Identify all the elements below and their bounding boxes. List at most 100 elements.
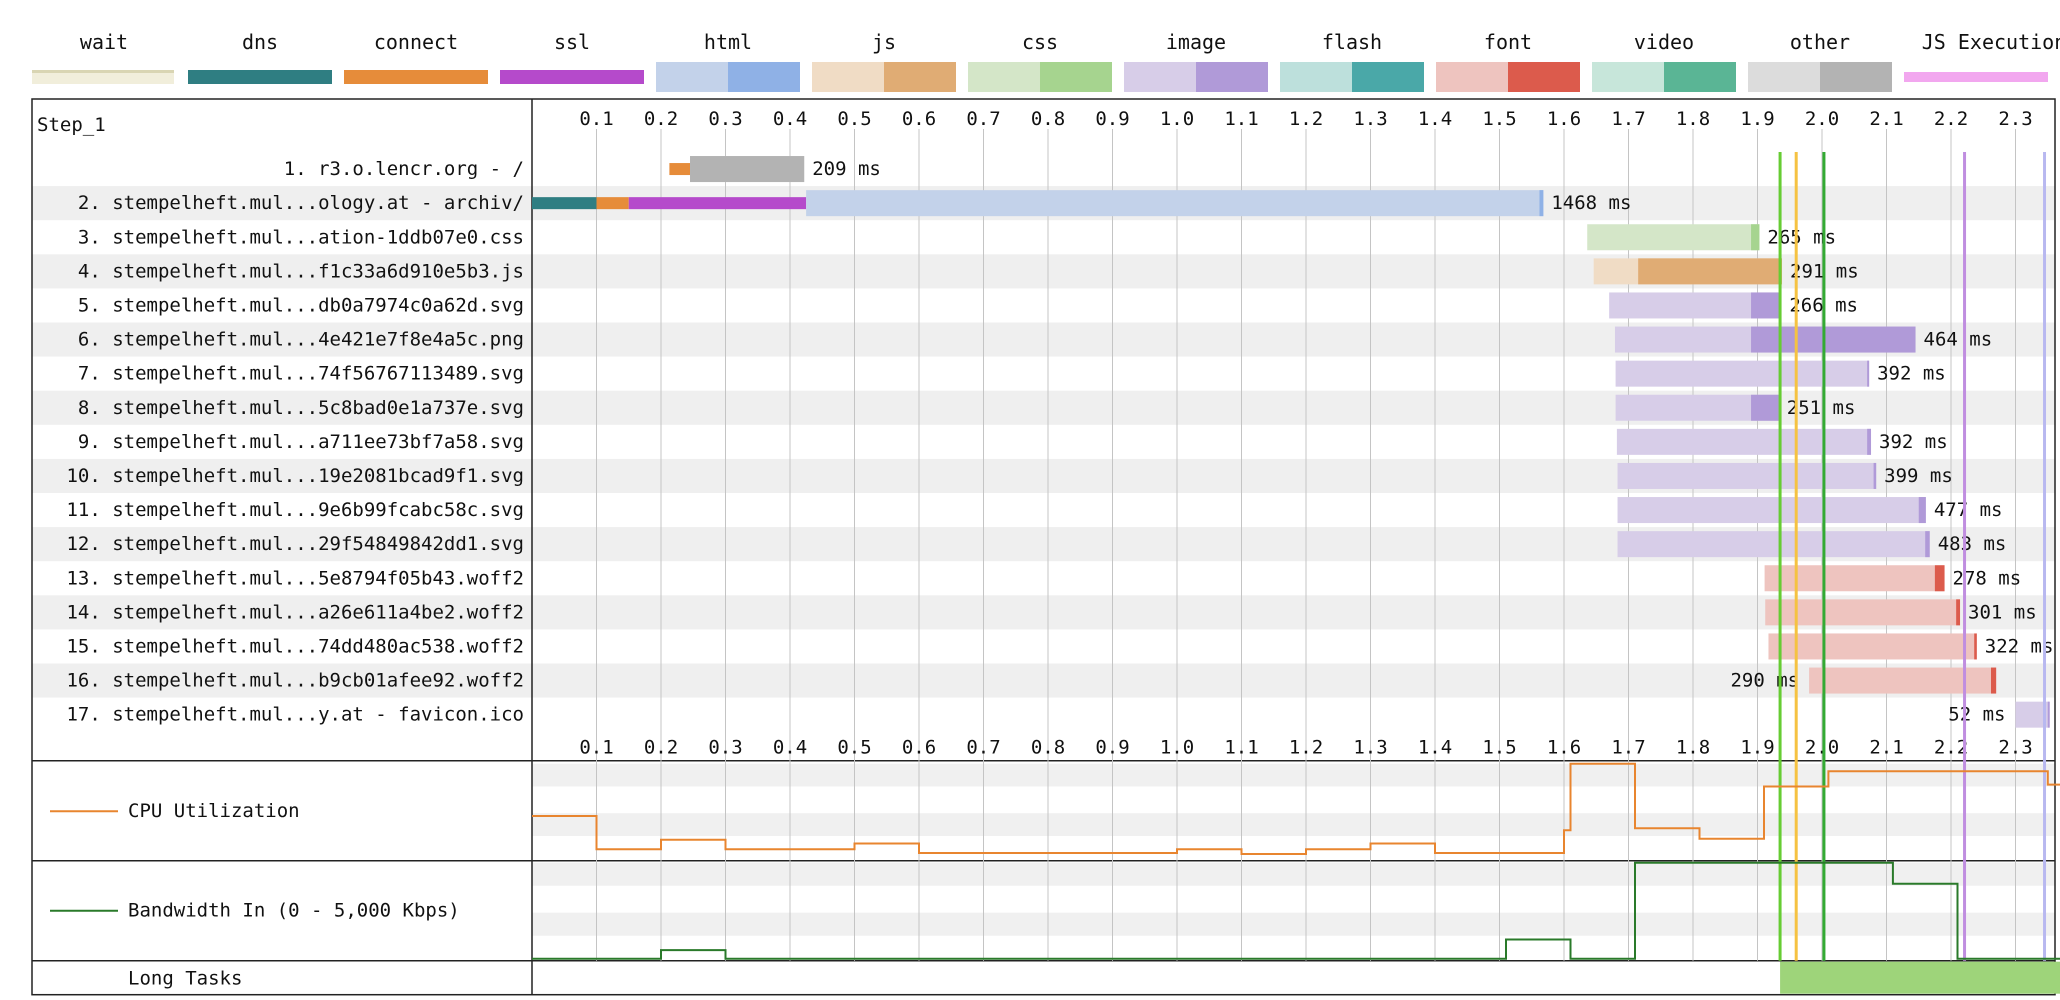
request-bar: [1617, 531, 1930, 558]
legend-swatch-light-video: [1592, 62, 1664, 92]
legend-label-dns: dns: [242, 30, 278, 54]
tick-label-top: 0.8: [1031, 108, 1065, 130]
request-bar: [1617, 497, 1926, 524]
request-label: 1. r3.o.lencr.org - /: [284, 158, 524, 180]
dns-phase-bar: [532, 197, 597, 210]
tick-label-bottom: 0.1: [579, 737, 613, 759]
tick-label-bottom: 0.7: [966, 737, 1000, 759]
tick-label-top: 0.2: [644, 108, 678, 130]
duration-label: 290 ms: [1730, 670, 1799, 692]
chart-border: [31, 98, 2056, 996]
tick-label-bottom: 0.6: [902, 737, 936, 759]
tick-label-top: 0.3: [708, 108, 742, 130]
download-segment: [1925, 531, 1930, 558]
legend-swatch-dark-js: [884, 62, 956, 92]
tick-label-top: 2.0: [1805, 108, 1839, 130]
download-segment: [1974, 633, 1977, 660]
request-bar: [1764, 565, 1945, 592]
connect-phase-bar: [669, 163, 691, 176]
request-labels: Step_1 1. r3.o.lencr.org - / 2. stempelhe…: [37, 114, 524, 726]
download-segment: [1751, 394, 1779, 421]
tick-label-top: 1.0: [1160, 108, 1194, 130]
request-label: 2. stempelheft.mul...ology.at - archiv/: [78, 192, 524, 214]
tick-label-top: 0.1: [579, 108, 613, 130]
legend-swatch-dns: [188, 70, 332, 84]
request-bar: [1587, 224, 1760, 251]
panel-stripe: [532, 813, 2055, 836]
bandwidth-panel: Bandwidth In (0 - 5,000 Kbps): [50, 861, 2060, 960]
duration-label: 477 ms: [1934, 499, 2003, 521]
duration-label: 52 ms: [1948, 704, 2005, 726]
duration-label: 1468 ms: [1551, 192, 1631, 214]
tick-label-top: 1.6: [1547, 108, 1581, 130]
legend-swatch-edge-wait: [32, 70, 174, 73]
download-segment: [1751, 292, 1782, 319]
cpu-label: CPU Utilization: [128, 800, 300, 822]
duration-label: 209 ms: [812, 158, 881, 180]
event-markers: [1778, 152, 2047, 961]
duration-label: 399 ms: [1884, 465, 1953, 487]
legend-swatch-light-image: [1124, 62, 1196, 92]
legend-swatch-light-font: [1436, 62, 1508, 92]
download-segment: [1918, 497, 1926, 524]
tick-label-bottom: 2.2: [1934, 737, 1968, 759]
tick-label-bottom: 0.4: [773, 737, 807, 759]
request-label: 6. stempelheft.mul...4e421e7f8e4a5c.png: [78, 329, 524, 351]
legend-label-connect: connect: [374, 30, 458, 54]
tick-label-bottom: 1.4: [1418, 737, 1452, 759]
tick-label-bottom: 1.0: [1160, 737, 1194, 759]
bandwidth-series-line: [532, 861, 2060, 960]
tick-label-top: 2.1: [1869, 108, 1903, 130]
legend-swatch-dark-font: [1508, 62, 1580, 92]
legend-label-js: js: [872, 30, 896, 54]
legend-label-jsexec: JS Execution: [1922, 30, 2060, 54]
legend-label-video: video: [1634, 30, 1694, 54]
legend-label-wait: wait: [80, 30, 128, 54]
request-label: 4. stempelheft.mul...f1c33a6d910e5b3.js: [78, 260, 524, 282]
tick-label-top: 1.2: [1289, 108, 1323, 130]
tick-label-bottom: 1.1: [1224, 737, 1258, 759]
tick-label-top: 2.2: [1934, 108, 1968, 130]
request-label: 3. stempelheft.mul...ation-1ddb07e0.css: [78, 226, 524, 248]
long-tasks-label: Long Tasks: [128, 968, 242, 990]
download-segment: [1873, 462, 1877, 489]
duration-label: 464 ms: [1924, 329, 1993, 351]
legend-swatch-dark-html: [728, 62, 800, 92]
tick-label-bottom: 1.9: [1740, 737, 1774, 759]
tick-label-bottom: 1.7: [1611, 737, 1645, 759]
request-label: 15. stempelheft.mul...74dd480ac538.woff2: [66, 635, 524, 657]
download-segment: [1751, 224, 1760, 251]
duration-label: 301 ms: [1968, 601, 2037, 623]
duration-label: 278 ms: [1953, 567, 2022, 589]
request-bar: [1617, 462, 1877, 489]
download-segment: [1539, 190, 1544, 217]
tick-label-bottom: 1.2: [1289, 737, 1323, 759]
request-bar: [1616, 428, 1872, 455]
tick-label-bottom: 2.0: [1805, 737, 1839, 759]
tick-label-top: 0.5: [837, 108, 871, 130]
legend-swatch-ssl: [500, 70, 644, 84]
request-label: 7. stempelheft.mul...74f56767113489.svg: [78, 363, 524, 385]
tick-label-bottom: 0.8: [1031, 737, 1065, 759]
duration-label: 251 ms: [1787, 397, 1856, 419]
legend: wait dns connect ssl html js css image flash font…: [32, 30, 2060, 92]
request-label: 9. stempelheft.mul...a711ee73bf7a58.svg: [78, 431, 524, 453]
request-label: 10. stempelheft.mul...19e2081bcad9f1.svg: [66, 465, 524, 487]
tick-label-top: 1.1: [1224, 108, 1258, 130]
request-label: 5. stempelheft.mul...db0a7974c0a62d.svg: [78, 294, 524, 316]
download-segment: [690, 156, 805, 183]
legend-label-image: image: [1166, 30, 1226, 54]
legend-swatch-jsexec: [1904, 72, 2048, 82]
request-bar: [1765, 599, 1961, 626]
tick-label-top: 1.4: [1418, 108, 1452, 130]
long-tasks-panel: Long Tasks: [128, 961, 2060, 994]
tick-label-bottom: 0.5: [837, 737, 871, 759]
tick-label-top: 0.7: [966, 108, 1000, 130]
legend-label-other: other: [1790, 30, 1850, 54]
legend-swatch-dark-flash: [1352, 62, 1424, 92]
request-label: 12. stempelheft.mul...29f54849842dd1.svg: [66, 533, 524, 555]
request-label: 17. stempelheft.mul...y.at - favicon.ico: [66, 704, 524, 726]
tick-label-bottom: 0.2: [644, 737, 678, 759]
request-bar: [1768, 633, 1977, 660]
